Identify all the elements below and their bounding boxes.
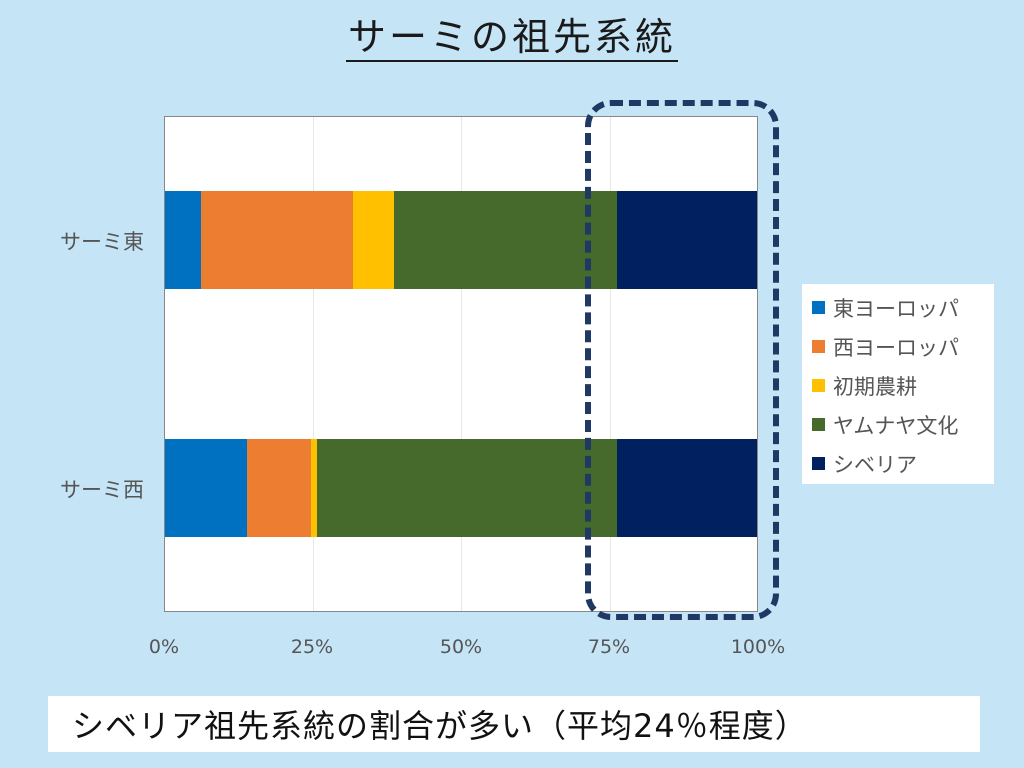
bar-sami-west xyxy=(165,439,757,537)
legend-label: シベリア xyxy=(833,452,917,477)
y-label-sami-west: サーミ西 xyxy=(60,478,144,502)
caption-text: シベリア祖先系統の割合が多い（平均24％程度） xyxy=(72,707,808,745)
bar-segment xyxy=(616,439,757,537)
legend-swatch-icon xyxy=(812,457,825,470)
bar-segment xyxy=(201,191,353,289)
gridline-25 xyxy=(313,117,314,611)
legend-item-yamnaya: ヤムナヤ文化 xyxy=(812,405,994,444)
legend-swatch-icon xyxy=(812,379,825,392)
legend-label: ヤムナヤ文化 xyxy=(833,413,959,438)
x-tick-0: 0% xyxy=(148,636,180,658)
legend-label: 初期農耕 xyxy=(833,374,917,399)
bar-segment xyxy=(246,439,312,537)
legend: 東ヨーロッパ 西ヨーロッパ 初期農耕 ヤムナヤ文化 シベリア xyxy=(802,284,994,484)
x-tick-25: 25% xyxy=(290,636,334,658)
bar-segment xyxy=(165,191,202,289)
legend-swatch-icon xyxy=(812,340,825,353)
bar-sami-east xyxy=(165,191,757,289)
x-tick-50: 50% xyxy=(439,636,483,658)
chart-title: サーミの祖先系統 xyxy=(345,15,678,62)
bar-segment xyxy=(616,191,757,289)
legend-item-early-farmer: 初期農耕 xyxy=(812,366,994,405)
bar-segment xyxy=(352,191,394,289)
bar-segment xyxy=(165,439,247,537)
legend-item-siberia: シベリア xyxy=(812,444,994,483)
plot-area xyxy=(164,116,758,612)
legend-label: 東ヨーロッパ xyxy=(833,296,959,321)
legend-label: 西ヨーロッパ xyxy=(833,335,959,360)
y-label-sami-east: サーミ東 xyxy=(60,230,144,254)
bar-segment xyxy=(393,191,617,289)
legend-item-east-europe: 東ヨーロッパ xyxy=(812,288,994,327)
x-tick-75: 75% xyxy=(587,636,631,658)
bar-segment xyxy=(317,439,617,537)
x-tick-100: 100% xyxy=(730,636,786,658)
legend-swatch-icon xyxy=(812,301,825,314)
siberia-highlight-box xyxy=(585,100,779,620)
legend-item-west-europe: 西ヨーロッパ xyxy=(812,327,994,366)
gridline-50 xyxy=(461,117,462,611)
bar-segment xyxy=(311,439,318,537)
legend-swatch-icon xyxy=(812,418,825,431)
chart-title-wrap: サーミの祖先系統 xyxy=(0,6,1024,62)
caption-box: シベリア祖先系統の割合が多い（平均24％程度） xyxy=(48,696,980,752)
gridline-75 xyxy=(610,117,611,611)
